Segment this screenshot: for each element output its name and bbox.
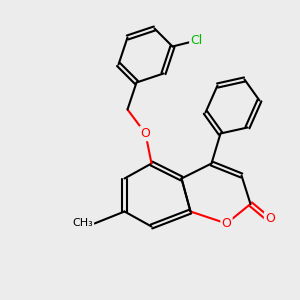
Text: CH₃: CH₃ <box>72 218 93 229</box>
Text: O: O <box>141 127 150 140</box>
Text: O: O <box>222 217 231 230</box>
Text: O: O <box>265 212 275 226</box>
Text: Cl: Cl <box>190 34 202 47</box>
